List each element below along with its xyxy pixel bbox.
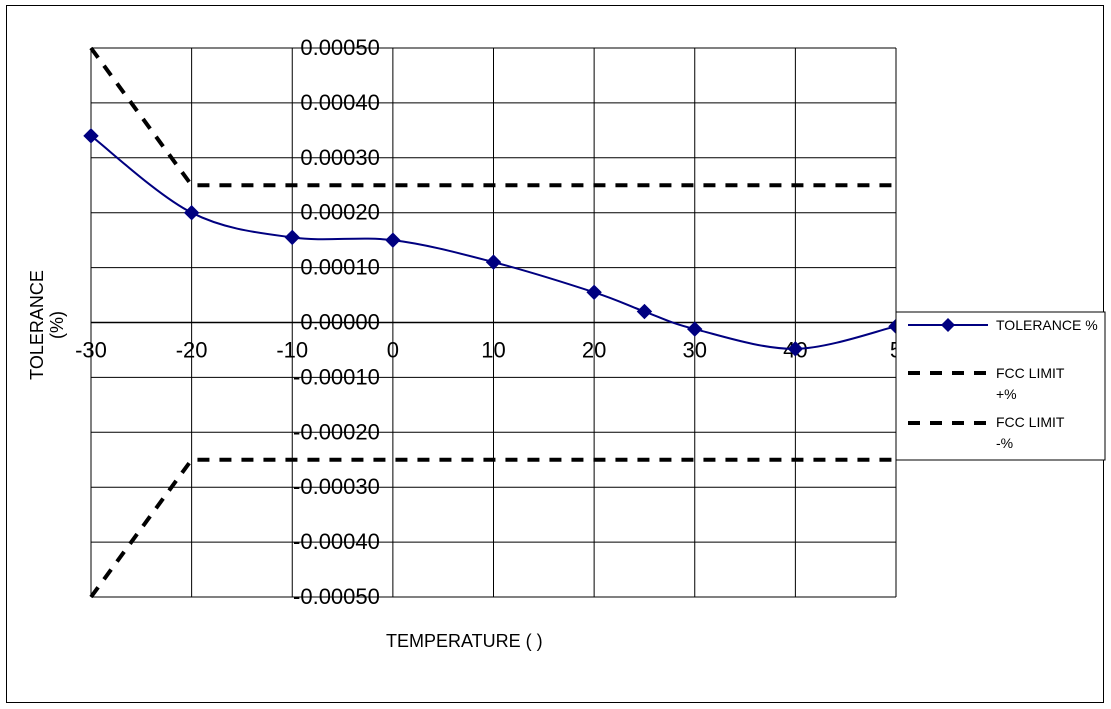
x-tick-label: 20 [582,338,606,363]
data-point [787,341,804,357]
y-tick-label: 0.00010 [300,255,380,280]
x-tick-label: -20 [176,338,208,363]
y-tick-label: 0.00050 [300,35,380,60]
data-point [83,128,99,144]
series-line-tolerance [90,135,897,350]
legend-marker [941,318,955,332]
x-tick-label: 30 [683,338,707,363]
series-line-fcc-limit-minus [89,457,896,599]
series-layer [83,46,904,599]
y-axis-title: TOLERANCE(%) [27,270,67,380]
data-point [687,321,703,337]
axes [91,48,896,597]
data-point [636,303,653,320]
x-tick-label: 10 [481,338,505,363]
data-point [284,229,300,246]
legend-label: -% [996,435,1013,451]
legend-label: FCC LIMIT [996,365,1065,381]
x-tick-label: -10 [276,338,308,363]
legend-label: +% [996,386,1017,402]
y-tick-label: -0.00050 [293,584,380,609]
x-tick-label: -30 [75,338,107,363]
y-tick-label: -0.00020 [293,419,380,444]
x-tick-label: 0 [387,338,399,363]
legend-label: FCC LIMIT [996,414,1065,430]
y-tick-label: 0.00000 [300,310,380,335]
legend-box [895,311,1106,461]
x-axis-title: TEMPERATURE ( ) [386,631,543,651]
y-tick-label: 0.00030 [300,145,380,170]
legend-label: TOLERANCE % [996,317,1098,333]
y-tick-label: -0.00040 [293,529,380,554]
y-tick-label: -0.00030 [293,474,380,499]
y-tick-label: 0.00020 [300,200,380,225]
data-point [485,254,502,270]
data-point [586,284,602,301]
data-point [385,232,401,248]
data-point [183,204,200,221]
series-line-fcc-limit-plus [89,46,896,188]
y-tick-label: 0.00040 [300,90,380,115]
y-tick-label: -0.00010 [293,364,380,389]
legend: TOLERANCE % FCC LIMIT +% FCC LIMIT -% [895,311,1106,461]
x-tick-labels: -30-20-100102030405 [75,338,902,363]
y-tick-labels: 0.00050 0.00040 0.00030 0.00020 0.00010 0.000… [293,35,380,609]
